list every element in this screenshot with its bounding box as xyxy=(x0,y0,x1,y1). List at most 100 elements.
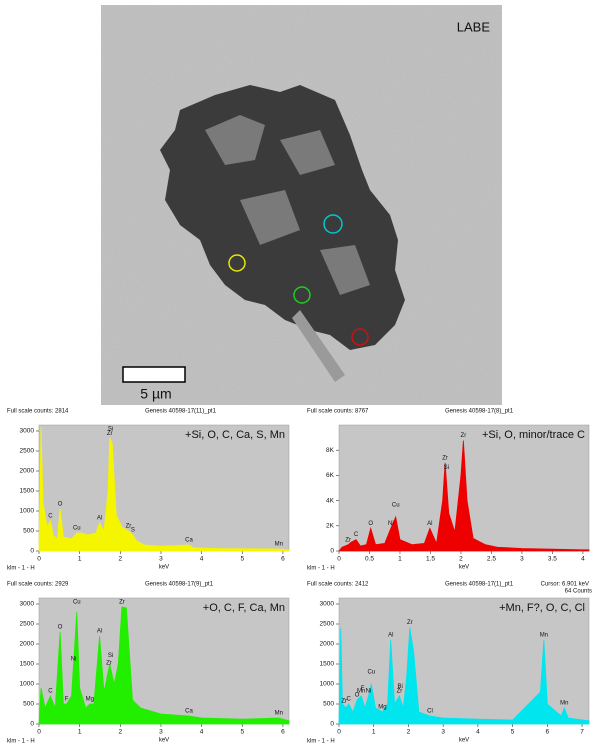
x-tick-label: 0 xyxy=(37,556,41,563)
y-tick-label: 3000 xyxy=(20,601,35,608)
header-left: Full scale counts: 8767 xyxy=(307,409,369,415)
header-left: Full scale counts: 2814 xyxy=(7,409,69,415)
peak-label: Ni xyxy=(71,656,77,662)
x-tick-label: 2 xyxy=(459,556,463,563)
spectrum xyxy=(38,426,290,552)
peak-label: Zr xyxy=(397,689,403,695)
y-tick-label: 0 xyxy=(30,721,34,728)
peak-label: Cu xyxy=(73,526,81,532)
peak-label: O xyxy=(58,502,63,508)
y-tick-label: 2000 xyxy=(20,468,35,475)
peak-label: Si xyxy=(444,465,449,471)
peak-label: Mn xyxy=(275,542,283,548)
spectrum-panel: Full scale counts: 8767 Genesis 40598-17(… xyxy=(307,409,590,572)
peak-label: Cl xyxy=(427,709,433,715)
peak-label: Mg xyxy=(378,705,386,711)
x-tick-label: 1 xyxy=(78,556,82,563)
header-right: Genesis 40598-17(11)_pt1 xyxy=(145,409,217,415)
peak-label: Al xyxy=(388,633,393,639)
annotation: +Si, O, C, Ca, S, Mn xyxy=(185,429,285,441)
peak-label: Mn xyxy=(560,701,568,707)
peak-label: Mn xyxy=(540,633,548,639)
x-tick-label: 6 xyxy=(546,729,550,736)
x-tick-label: 3 xyxy=(441,729,445,736)
peak-label: Ni xyxy=(388,521,394,527)
peak-label: Al xyxy=(427,521,432,527)
x-tick-label: 7 xyxy=(580,729,584,736)
peak-label: Zr xyxy=(461,433,467,439)
x-tick-label: 6 xyxy=(281,556,285,563)
peak-label: Ca xyxy=(185,709,193,715)
spectrum xyxy=(338,627,590,725)
peak-label: Cu xyxy=(392,503,400,509)
footer: klm - 1 - H xyxy=(307,739,335,745)
y-tick-label: 0 xyxy=(30,548,34,555)
header-right: Genesis 40598-17(8)_pt1 xyxy=(445,409,514,415)
y-tick-label: 2000 xyxy=(320,641,335,648)
image-label: LABE xyxy=(457,19,491,34)
header-right: Genesis 40598-17(1)_pt1 xyxy=(445,582,514,588)
x-axis-label: keV xyxy=(459,738,469,744)
peak-label: Mg xyxy=(86,697,94,703)
y-tick-label: 1000 xyxy=(20,681,35,688)
peak-label: Zr xyxy=(107,431,113,437)
plot-area xyxy=(38,424,290,552)
footer: klm - 1 - H xyxy=(307,566,335,572)
annotation: +Si, O, minor/trace C xyxy=(482,429,585,441)
x-tick-label: 4 xyxy=(200,556,204,563)
scale-bar xyxy=(122,366,186,383)
header-left: Full scale counts: 2929 xyxy=(7,582,69,588)
peak-label: Zr xyxy=(341,699,347,705)
spectrum xyxy=(38,606,290,725)
peak-label: Si xyxy=(108,653,113,659)
particle-facets xyxy=(205,115,370,295)
header-right: Genesis 40598-17(9)_pt1 xyxy=(145,582,214,588)
spectrum-panel: Full scale counts: 2929 Genesis 40598-17(… xyxy=(7,582,290,745)
x-tick-label: 2 xyxy=(118,556,122,563)
peak-label: F xyxy=(65,697,69,703)
y-tick-label: 500 xyxy=(23,701,34,708)
peak-label: Zr xyxy=(345,537,351,543)
x-tick-label: 0 xyxy=(337,729,341,736)
marker-yellow xyxy=(228,254,246,272)
y-tick-label: 6K xyxy=(326,472,335,479)
y-tick-label: 500 xyxy=(323,701,334,708)
x-axis-label: keV xyxy=(459,565,469,571)
y-tick-label: 8K xyxy=(326,447,335,454)
y-tick-label: 2000 xyxy=(20,641,35,648)
annotation: +O, C, F, Ca, Mn xyxy=(203,602,285,614)
peak-label: S xyxy=(131,528,135,534)
peak-label: Ni xyxy=(366,689,372,695)
y-tick-label: 3000 xyxy=(320,601,335,608)
x-tick-label: 4 xyxy=(581,556,585,563)
y-tick-label: 2500 xyxy=(320,621,335,628)
marker-green xyxy=(293,286,311,304)
peak-label: Zr xyxy=(126,524,132,530)
spectrum-panel: Full scale counts: 2412 Genesis 40598-17(… xyxy=(307,582,592,745)
x-tick-label: 0.5 xyxy=(365,556,374,563)
plot-area xyxy=(338,597,590,725)
y-tick-label: 0 xyxy=(330,721,334,728)
peak-label: O xyxy=(58,625,63,631)
y-tick-label: 2500 xyxy=(20,621,35,628)
peak-label: Zr xyxy=(407,620,413,626)
cursor-counts: 64 Counts xyxy=(565,589,592,595)
x-tick-label: 1 xyxy=(78,729,82,736)
x-tick-label: 4 xyxy=(200,729,204,736)
x-tick-label: 6 xyxy=(281,729,285,736)
footer: klm - 1 - H xyxy=(7,739,35,745)
peak-label: Si xyxy=(108,427,113,433)
peak-label: Mn xyxy=(275,711,283,717)
y-tick-label: 0 xyxy=(330,548,334,555)
peak-label: Cu xyxy=(73,600,81,606)
x-tick-label: 2.5 xyxy=(487,556,496,563)
x-tick-label: 5 xyxy=(240,729,244,736)
y-tick-label: 1500 xyxy=(20,488,35,495)
x-tick-label: 5 xyxy=(511,729,515,736)
peak-label: O xyxy=(355,693,360,699)
x-tick-label: 3.5 xyxy=(548,556,557,563)
x-tick-label: 3 xyxy=(159,556,163,563)
peak-label: C xyxy=(347,697,352,703)
y-tick-label: 1500 xyxy=(20,661,35,668)
